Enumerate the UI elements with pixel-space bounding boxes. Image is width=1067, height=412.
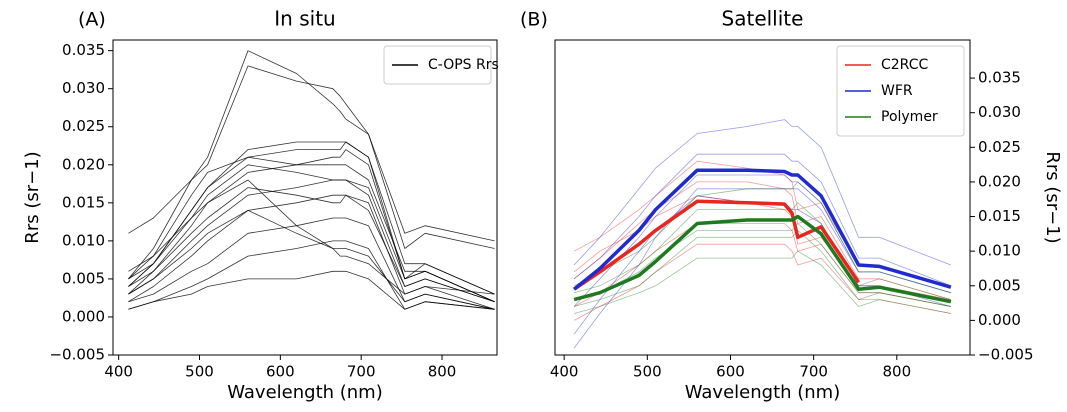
legend-box (383, 45, 492, 85)
x-tick-label: 500 (633, 363, 662, 381)
y-tick-label: 0.010 (62, 231, 105, 249)
legend-label: WFR (881, 83, 913, 99)
y-tick-label: 0.020 (978, 172, 1021, 190)
spectrum-line (128, 194, 495, 310)
spectrum-line (573, 223, 951, 307)
y-tick-label: 0.010 (978, 242, 1021, 260)
spectrum-line (128, 210, 495, 310)
x-axis-label: Wavelength (nm) (227, 382, 383, 403)
x-tick-label: 500 (185, 363, 214, 381)
y-tick-label: 0.035 (978, 69, 1021, 87)
panel-title: Satellite (722, 7, 804, 31)
spectrum-line (128, 164, 495, 303)
y-tick-label: 0.035 (62, 41, 105, 59)
y-tick-label: 0.030 (62, 79, 105, 97)
y-axis-label: Rrs (sr−1) (1042, 151, 1063, 243)
spectrum-line (573, 202, 952, 300)
spectrum-line (573, 153, 952, 287)
panel-label: (A) (78, 9, 106, 31)
y-tick-label: 0.025 (978, 138, 1021, 156)
spectrum-line (573, 181, 952, 294)
spectrum-line (573, 195, 952, 335)
spectrum-line (573, 243, 951, 321)
spectrum-line (573, 119, 952, 266)
spectrum-line (128, 187, 495, 303)
panel-label: (B) (520, 9, 548, 31)
panel: (A) In situ Wavelength (nm) Rrs (sr−1) 400 50… (22, 7, 499, 404)
x-tick-label: 600 (716, 363, 745, 381)
y-tick-label: 0.005 (62, 269, 105, 287)
mean-line (573, 168, 952, 291)
spectrum-line (573, 188, 952, 349)
x-tick-label: 800 (882, 363, 911, 381)
spectrum-line (128, 65, 495, 280)
spectrum-line (128, 240, 495, 310)
spectrum-line (128, 156, 495, 303)
x-axis-label: Wavelength (nm) (685, 382, 841, 403)
legend-label: C-OPS Rrs (428, 57, 499, 73)
y-axis-label: Rrs (sr−1) (22, 151, 43, 243)
spectrum-line (573, 230, 951, 307)
y-tick-label: 0.020 (62, 155, 105, 173)
mean-line (573, 199, 861, 291)
spectrum-line (128, 179, 495, 295)
y-tick-label: 0.005 (978, 276, 1021, 294)
x-tick-label: 400 (550, 363, 579, 381)
x-tick-label: 800 (428, 363, 457, 381)
x-tick-label: 700 (347, 363, 376, 381)
legend-box (836, 45, 965, 137)
y-tick-label: 0.025 (62, 117, 105, 135)
y-tick-label: 0.000 (978, 311, 1021, 329)
panel: (B) Satellite Wavelength (nm) Rrs (sr−1) 400… (520, 7, 1063, 404)
y-tick-label: 0.015 (62, 193, 105, 211)
spectrum-line (573, 250, 951, 314)
spectrum-line (573, 223, 951, 307)
mean-line (573, 214, 952, 304)
spectrum-line (128, 270, 495, 310)
x-tick-label: 600 (266, 363, 295, 381)
legend-label: C2RCC (881, 57, 928, 73)
axes-frame (112, 39, 498, 356)
spectrum-line (573, 195, 951, 300)
y-tick-label: 0.000 (62, 307, 105, 325)
x-tick-label: 400 (104, 363, 133, 381)
spectrum-line (573, 181, 952, 300)
y-tick-label: 0.030 (978, 103, 1021, 121)
axes-frame (554, 39, 971, 356)
x-tick-label: 700 (799, 363, 828, 381)
y-tick-label: −0.005 (978, 346, 1034, 364)
panel-title: In situ (274, 7, 335, 31)
y-tick-label: 0.015 (978, 207, 1021, 225)
spectrum-line (573, 174, 952, 307)
y-tick-label: −0.005 (49, 346, 105, 364)
legend-label: Polymer (881, 109, 938, 125)
